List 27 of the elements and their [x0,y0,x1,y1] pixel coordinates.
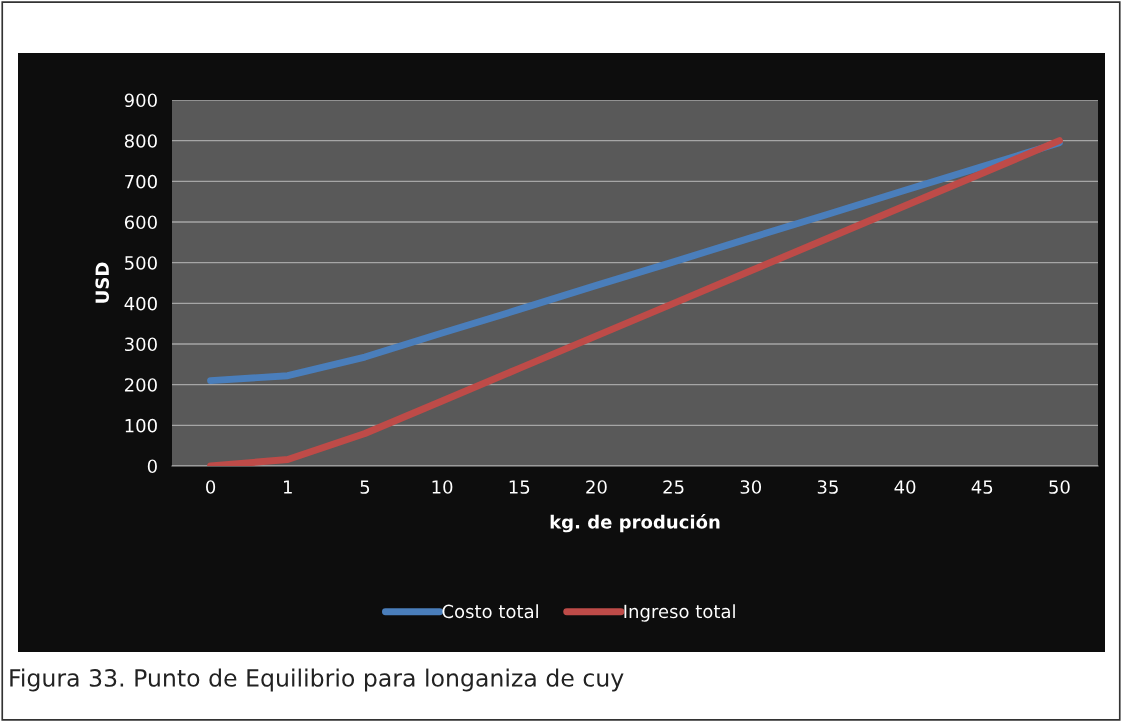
x-tick-label: 25 [663,480,684,494]
x-tick-label: 40 [894,480,916,494]
x-tick-label: 35 [817,480,838,494]
x-tick-label: 45 [971,480,993,494]
y-tick-label: 700 [125,174,157,189]
x-tick-label: 1 [283,480,292,494]
x-tick-label: 30 [740,480,762,494]
y-axis-title: USD [95,262,110,303]
x-tick-label: 10 [432,480,453,494]
y-tick-label: 200 [124,378,157,392]
y-tick-label: 300 [125,337,157,352]
y-tick-label: 0 [147,459,157,474]
legend-label: Ingreso total [624,604,735,622]
y-tick-label: 400 [124,296,157,311]
x-tick-label: 0 [206,480,216,494]
x-tick-label: 5 [360,480,370,494]
legend-label: Costo total [442,604,538,619]
y-tick-label: 100 [125,418,157,433]
x-tick-label: 20 [586,480,607,494]
x-tick-label: 15 [509,480,530,494]
x-tick-label: 50 [1049,480,1070,494]
x-axis-title: kg. de produción [550,514,720,533]
y-tick-label: 800 [124,134,157,148]
y-tick-label: 500 [125,256,157,270]
y-tick-label: 600 [124,215,157,230]
text: Figura 33. Punto de Equilibrio para longaniza de cuy [10,668,624,692]
y-tick-label: 900 [124,93,157,108]
